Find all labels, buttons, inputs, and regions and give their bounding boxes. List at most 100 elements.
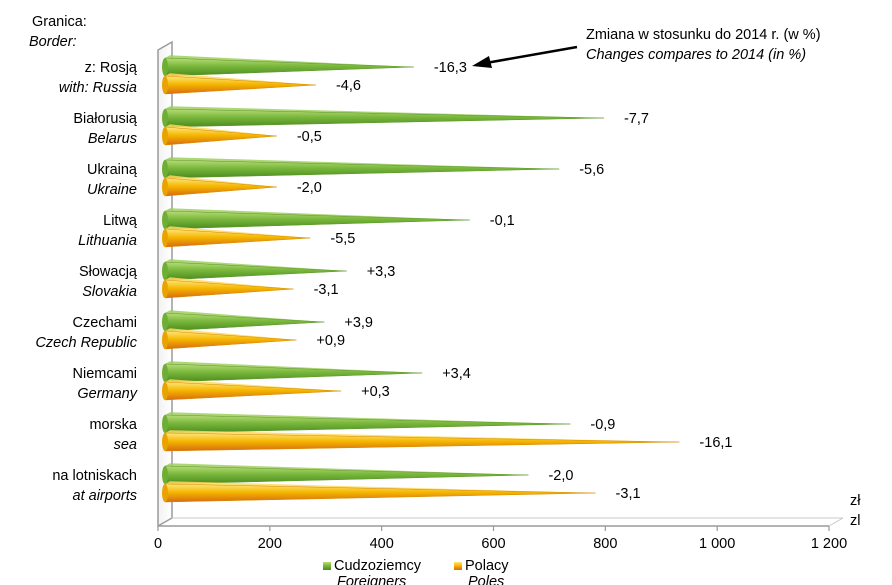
bar-poles-base bbox=[162, 382, 168, 400]
change-label-poles: -3,1 bbox=[616, 486, 641, 502]
category-label-pl: Białorusią bbox=[73, 111, 138, 127]
bar-poles bbox=[164, 381, 342, 401]
x-tick-label: 600 bbox=[481, 536, 505, 552]
change-label-poles: -16,1 bbox=[699, 435, 732, 451]
bar-poles-top-face bbox=[165, 379, 342, 391]
change-label-poles: +0,3 bbox=[361, 384, 390, 400]
bar-foreigners bbox=[164, 414, 571, 434]
bar-foreigners-base bbox=[162, 466, 168, 484]
bar-foreigners-base bbox=[162, 313, 168, 331]
x-unit-en: zl bbox=[850, 513, 860, 529]
bar-foreigners-base bbox=[162, 364, 168, 382]
change-label-foreigners: -7,7 bbox=[624, 111, 649, 127]
bar-poles bbox=[164, 279, 294, 299]
bar-poles bbox=[164, 228, 311, 248]
legend-label-foreigners-pl: Cudzoziemcy bbox=[334, 558, 422, 574]
bar-poles-base bbox=[162, 76, 168, 94]
bar-poles-base bbox=[162, 484, 168, 502]
category-label-pl: Czechami bbox=[73, 315, 137, 331]
change-label-foreigners: -0,1 bbox=[490, 213, 515, 229]
bar-foreigners-base bbox=[162, 415, 168, 433]
bar-foreigners bbox=[164, 261, 347, 281]
bar-poles-base bbox=[162, 229, 168, 247]
category-label-pl: na lotniskach bbox=[52, 468, 137, 484]
legend-swatch-poles bbox=[454, 562, 462, 570]
bar-poles bbox=[164, 330, 297, 350]
bar-foreigners-base bbox=[162, 211, 168, 229]
bar-foreigners-base bbox=[162, 58, 168, 76]
bar-poles-base bbox=[162, 433, 168, 451]
bar-poles bbox=[164, 432, 680, 452]
change-label-foreigners: -2,0 bbox=[548, 468, 573, 484]
bar-foreigners-base bbox=[162, 262, 168, 280]
bar-poles-top-face bbox=[165, 226, 311, 238]
x-tick-label: 200 bbox=[258, 536, 282, 552]
legend: Cudzoziemcy Foreigners Polacy Poles bbox=[323, 558, 509, 585]
change-label-poles: -2,0 bbox=[297, 180, 322, 196]
change-label-poles: -3,1 bbox=[314, 282, 339, 298]
bar-foreigners-top-face bbox=[165, 412, 571, 424]
change-label-poles: -0,5 bbox=[297, 129, 322, 145]
change-label-foreigners: -0,9 bbox=[590, 417, 615, 433]
category-label-pl: Litwą bbox=[103, 213, 138, 229]
change-label-poles: -4,6 bbox=[336, 78, 361, 94]
category-label-pl: z: Rosją bbox=[85, 60, 138, 76]
bar-foreigners-top-face bbox=[165, 55, 414, 67]
x-tick-label: 800 bbox=[593, 536, 617, 552]
bar-poles-top-face bbox=[165, 430, 680, 442]
corner-label-en: Border: bbox=[29, 34, 77, 50]
annotation-en: Changes compares to 2014 (in %) bbox=[586, 47, 806, 63]
x-axis-ticks: 0 200 400 600 800 1 000 1 200 bbox=[154, 526, 847, 552]
category-labels: z: Rosją with: Russia Białorusią Belarus Ukr… bbox=[35, 60, 137, 504]
change-label-foreigners: +3,9 bbox=[344, 315, 373, 331]
change-label-foreigners: +3,3 bbox=[367, 264, 396, 280]
annotation-pl: Zmiana w stosunku do 2014 r. (w %) bbox=[586, 27, 821, 43]
change-label-foreigners: -16,3 bbox=[434, 60, 467, 76]
category-label-en: Slovakia bbox=[82, 284, 137, 300]
bar-foreigners-top-face bbox=[165, 361, 423, 373]
bar-foreigners-top-face bbox=[165, 106, 604, 118]
bar-poles-top-face bbox=[165, 175, 277, 187]
bar-foreigners-base bbox=[162, 160, 168, 178]
x-tick-label: 1 000 bbox=[699, 536, 735, 552]
bar-foreigners bbox=[164, 210, 470, 230]
bar-foreigners-top-face bbox=[165, 157, 560, 169]
category-label-en: Ukraine bbox=[87, 182, 137, 198]
category-label-en: Germany bbox=[77, 386, 137, 402]
bar-poles-base bbox=[162, 178, 168, 196]
category-label-en: at airports bbox=[73, 488, 137, 504]
bar-foreigners bbox=[164, 465, 529, 485]
legend-label-poles-en: Poles bbox=[468, 574, 504, 585]
legend-swatch-foreigners bbox=[323, 562, 331, 570]
x-tick-label: 400 bbox=[370, 536, 394, 552]
bar-poles-top-face bbox=[165, 481, 596, 493]
bar-foreigners-top-face bbox=[165, 259, 347, 271]
bar-poles bbox=[164, 126, 277, 146]
bar-poles-top-face bbox=[165, 124, 277, 136]
bar-foreigners-base bbox=[162, 109, 168, 127]
bar-poles-top-face bbox=[165, 73, 316, 85]
category-label-pl: Słowacją bbox=[79, 264, 138, 280]
bar-poles-top-face bbox=[165, 328, 297, 340]
category-label-en: sea bbox=[114, 437, 137, 453]
change-label-poles: +0,9 bbox=[316, 333, 345, 349]
bar-foreigners bbox=[164, 108, 604, 128]
bar-poles-top-face bbox=[165, 277, 294, 289]
bar-poles bbox=[164, 483, 596, 503]
category-label-en: Czech Republic bbox=[35, 335, 137, 351]
change-label-foreigners: -5,6 bbox=[579, 162, 604, 178]
x-unit-pl: zł bbox=[850, 493, 861, 509]
bar-foreigners-top-face bbox=[165, 463, 529, 475]
bar-foreigners bbox=[164, 57, 414, 77]
legend-label-foreigners-en: Foreigners bbox=[337, 574, 406, 585]
bar-foreigners-top-face bbox=[165, 208, 470, 220]
corner-label-pl: Granica: bbox=[32, 14, 87, 30]
bar-poles bbox=[164, 177, 277, 197]
category-label-pl: Niemcami bbox=[73, 366, 137, 382]
bars-layer bbox=[162, 55, 680, 503]
category-label-en: Lithuania bbox=[78, 233, 137, 249]
legend-label-poles-pl: Polacy bbox=[465, 558, 509, 574]
change-label-foreigners: +3,4 bbox=[442, 366, 471, 382]
bar-poles bbox=[164, 75, 316, 95]
